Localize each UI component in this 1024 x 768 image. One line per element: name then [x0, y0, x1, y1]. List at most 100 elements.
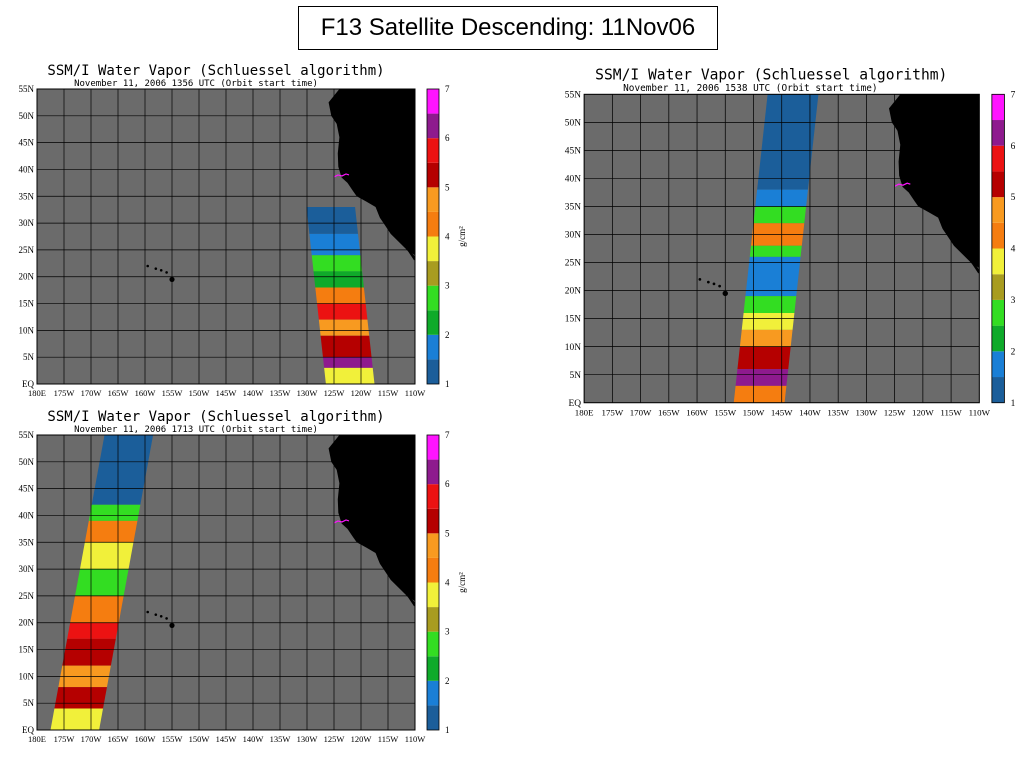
lat-label: 55N [565, 90, 581, 100]
lat-label: 45N [19, 138, 35, 148]
colorbar-unit: g/cm² [457, 572, 467, 593]
lat-label: 30N [19, 218, 35, 228]
map-figure: SSM/I Water Vapor (Schluessel algorithm)… [19, 63, 468, 398]
water-vapor-map-1538utc: SSM/I Water Vapor (Schluessel algorithm)… [545, 64, 1016, 418]
map-figure: SSM/I Water Vapor (Schluessel algorithm)… [565, 67, 1016, 418]
slide-title: F13 Satellite Descending: 11Nov06 [298, 6, 718, 50]
baja-california [376, 209, 415, 261]
colorbar-tick: 7 [1011, 90, 1016, 100]
colorbar-tick: 6 [445, 133, 450, 143]
colorbar-tick: 5 [445, 182, 450, 192]
colorbar-tick: 3 [445, 281, 450, 291]
lat-lon-grid [584, 94, 980, 403]
lon-label: 180E [575, 407, 594, 417]
lat-label: 35N [565, 203, 581, 213]
colorbar-tick: 1 [1011, 399, 1016, 409]
lon-label: 165W [108, 388, 129, 398]
lat-label: 20N [565, 287, 581, 297]
lat-label: 25N [19, 591, 35, 601]
lon-label: 175W [602, 407, 624, 417]
lon-label: 145W [216, 734, 237, 744]
hawaiian-islands [146, 610, 175, 629]
lon-label: 130W [297, 734, 318, 744]
lat-label: 45N [19, 484, 35, 494]
lat-label: 5N [570, 371, 582, 381]
colorbar-unit: g/cm² [457, 226, 467, 247]
lat-label: 55N [19, 84, 35, 94]
lon-label: 170W [81, 388, 102, 398]
lat-label: 55N [19, 430, 35, 440]
map-subtitle: November 11, 2006 1356 UTC (Orbit start … [74, 79, 318, 89]
lat-label: 40N [565, 175, 581, 185]
colorbar-tick: 5 [445, 528, 450, 538]
lon-label: 130W [297, 388, 318, 398]
hawaiian-islands [146, 264, 175, 283]
lon-label: 160W [135, 734, 156, 744]
colorbar-tick: 2 [1011, 347, 1016, 357]
lat-label: 25N [19, 245, 35, 255]
lon-label: 120W [351, 734, 372, 744]
lon-label: 170W [630, 407, 652, 417]
map-title: SSM/I Water Vapor (Schluessel algorithm) [47, 63, 384, 79]
lon-label: 125W [324, 388, 345, 398]
lat-label: 20N [19, 618, 35, 628]
water-vapor-map-1356utc: SSM/I Water Vapor (Schluessel algorithm)… [0, 60, 468, 398]
lon-label: 155W [162, 388, 183, 398]
map-subtitle: November 11, 2006 1713 UTC (Orbit start … [74, 425, 318, 435]
lon-label: 140W [243, 734, 264, 744]
lon-label: 150W [189, 734, 210, 744]
lon-label: 125W [884, 407, 906, 417]
lon-label: 175W [54, 388, 75, 398]
satellite-swath [733, 94, 819, 403]
lat-label: EQ [22, 725, 34, 735]
colorbar-tick: 3 [1011, 296, 1016, 306]
satellite-swath [306, 207, 375, 384]
lon-label: 175W [54, 734, 75, 744]
lon-label: 125W [324, 734, 345, 744]
north-america-landmass [888, 94, 980, 269]
lat-label: EQ [22, 379, 34, 389]
lon-label: 155W [162, 734, 183, 744]
lon-label: 165W [108, 734, 129, 744]
lat-lon-grid [37, 435, 415, 730]
lon-label: 115W [940, 407, 962, 417]
lat-label: 45N [565, 147, 581, 157]
map-title: SSM/I Water Vapor (Schluessel algorithm) [595, 67, 947, 84]
lat-label: 25N [565, 259, 581, 269]
baja-california [939, 219, 980, 274]
lat-label: 10N [19, 671, 35, 681]
lat-label: 50N [19, 111, 35, 121]
colorbar-tick: 6 [1011, 142, 1016, 152]
colorbar-tick: 4 [1011, 245, 1016, 255]
lat-label: 15N [19, 645, 35, 655]
lon-label: 180E [28, 388, 46, 398]
lat-label: 40N [19, 510, 35, 520]
lat-label: 10N [565, 343, 581, 353]
lon-label: 180E [28, 734, 46, 744]
lat-label: 50N [565, 118, 581, 128]
lon-label: 140W [799, 407, 821, 417]
lon-label: 135W [827, 407, 849, 417]
colorbar-tick: 1 [445, 379, 450, 389]
colorbar-tick: 4 [445, 232, 450, 242]
water-vapor-map-1713utc: SSM/I Water Vapor (Schluessel algorithm)… [0, 406, 468, 744]
baja-california [376, 555, 415, 607]
colorbar-tick: 3 [445, 627, 450, 637]
lon-label: 165W [658, 407, 680, 417]
north-america-landmass [328, 435, 415, 602]
lon-label: 110W [405, 734, 425, 744]
lat-label: 5N [23, 352, 35, 362]
lat-label: 15N [565, 315, 581, 325]
lon-label: 120W [351, 388, 372, 398]
north-america-landmass [328, 89, 415, 256]
lat-label: 40N [19, 164, 35, 174]
lat-label: 10N [19, 325, 35, 335]
map-subtitle: November 11, 2006 1538 UTC (Orbit start … [623, 83, 877, 94]
lon-label: 145W [216, 388, 237, 398]
lon-label: 120W [912, 407, 934, 417]
map-figure: SSM/I Water Vapor (Schluessel algorithm)… [19, 409, 468, 744]
colorbar-tick: 5 [1011, 193, 1016, 203]
map-title: SSM/I Water Vapor (Schluessel algorithm) [47, 409, 384, 425]
